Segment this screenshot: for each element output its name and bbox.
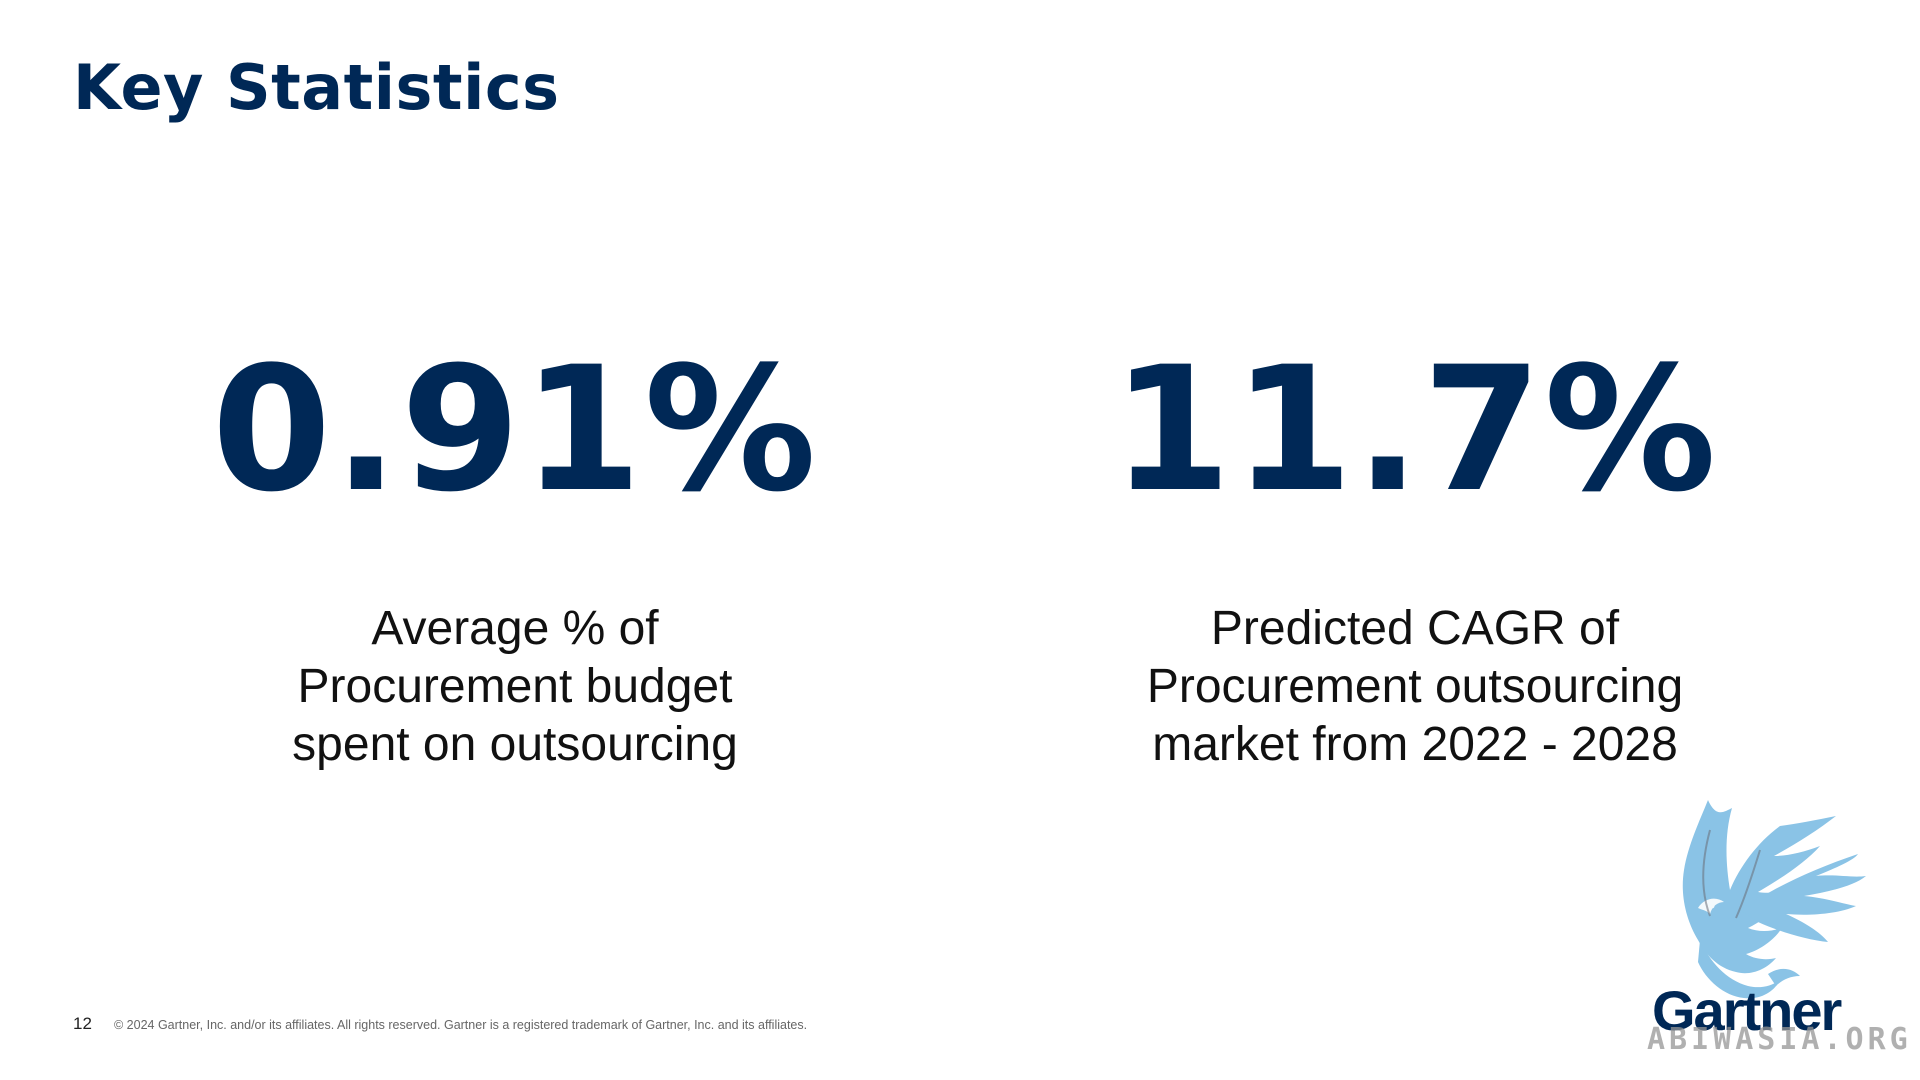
stat-description: Predicted CAGR of Procurement outsourcin… (1035, 600, 1795, 774)
stat-description-line: Procurement outsourcing (1146, 660, 1684, 713)
stat-value: 11.7% (1111, 329, 1719, 530)
copyright-notice: © 2024 Gartner, Inc. and/or its affiliat… (114, 1018, 808, 1032)
stat-card-budget: 0.91% Average % of Procurement budget sp… (135, 340, 895, 774)
bird-icon (1682, 800, 1866, 999)
brand-wordmark: Gartner (1652, 979, 1842, 1042)
stat-description-line: Average % of (371, 602, 659, 655)
stat-card-cagr: 11.7% Predicted CAGR of Procurement outs… (1035, 340, 1795, 774)
page-title: Key Statistics (73, 51, 560, 124)
gartner-logo: Gartner ABIWASIA.ORG (1640, 790, 1920, 1080)
stat-description-line: spent on outsourcing (292, 718, 738, 771)
stat-description-line: Procurement budget (297, 660, 733, 713)
page-number: 12 (73, 1014, 92, 1033)
watermark-text: ABIWASIA.ORG (1647, 1022, 1912, 1057)
stat-description: Average % of Procurement budget spent on… (135, 600, 895, 774)
stat-value: 0.91% (211, 329, 819, 530)
stat-description-line: Predicted CAGR of (1210, 602, 1620, 655)
stat-description-line: market from 2022 - 2028 (1152, 718, 1678, 771)
